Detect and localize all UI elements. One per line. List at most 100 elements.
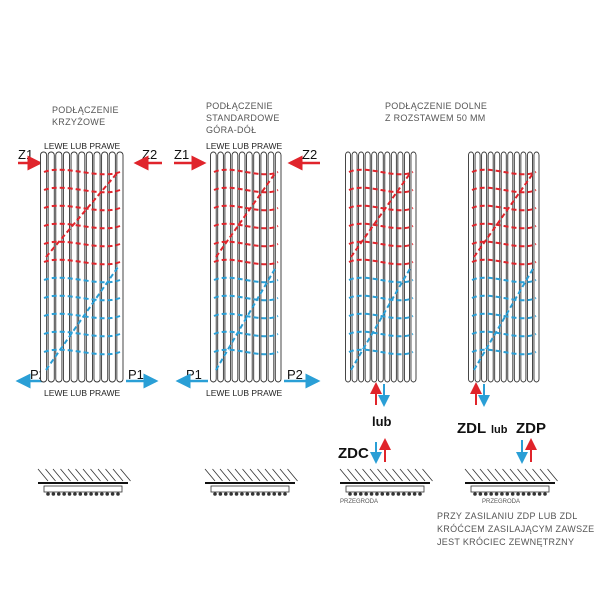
tube-section	[223, 492, 228, 496]
tube-section	[229, 492, 233, 496]
wall-hatch	[67, 468, 79, 482]
flow-path	[213, 330, 279, 338]
wall-hatch	[287, 468, 298, 482]
wall-hatch	[75, 468, 86, 482]
wall-hatch	[339, 468, 351, 482]
radiator-tube	[108, 151, 116, 383]
radiator-tube	[345, 151, 351, 383]
flow-path	[215, 266, 277, 371]
radiator-tube	[384, 151, 391, 383]
wall-hatch	[539, 468, 551, 482]
wall-hatch	[37, 468, 49, 482]
radiator-tube	[260, 151, 268, 383]
tube-section	[250, 492, 255, 496]
note-line-1: PRZY ZASILANIU ZDP LUB ZDL	[437, 511, 578, 521]
flow-path	[471, 222, 537, 230]
wall-hatch	[105, 468, 116, 482]
radiator-tube	[116, 151, 124, 383]
tube-section	[245, 492, 250, 496]
tube-section	[89, 492, 93, 496]
tube-section	[478, 492, 483, 496]
tube-section	[46, 492, 50, 496]
z2-label-1: Z2	[142, 147, 157, 162]
wall-hatch	[242, 468, 253, 482]
tube-section	[407, 492, 412, 496]
wall-hatch	[399, 468, 411, 482]
z2-label-2: Z2	[302, 147, 317, 162]
flow-path	[213, 294, 279, 302]
tube-section	[412, 492, 417, 496]
flow-path	[471, 294, 537, 302]
tube-section	[375, 492, 379, 496]
p1-label-1: P1	[128, 367, 144, 382]
tube-section	[116, 492, 120, 496]
wall-hatch	[234, 468, 246, 482]
tube-section	[483, 492, 488, 496]
tube-section	[473, 492, 477, 496]
flow-path	[471, 204, 537, 212]
title-2-line-2: STANDARDOWE	[206, 113, 280, 123]
flow-path	[348, 258, 414, 266]
wall-hatch	[212, 468, 223, 482]
wall-hatch	[407, 468, 418, 482]
radiators-and-walls	[37, 151, 558, 496]
radiator-tube	[78, 151, 86, 383]
title-1-line-2: KRZYŻOWE	[52, 117, 105, 127]
radiator-tube	[246, 151, 253, 383]
flow-path	[213, 222, 279, 230]
wall-hatch	[502, 468, 513, 482]
tube-section	[516, 492, 520, 496]
flow-path	[213, 204, 279, 212]
wall-hatch	[279, 468, 291, 482]
wall-hatch	[524, 468, 536, 482]
flow-path	[348, 276, 414, 284]
tube-section	[510, 492, 515, 496]
radiator-tube	[62, 151, 70, 383]
tube-section	[396, 492, 401, 496]
wall-hatch	[219, 468, 231, 482]
wall-hatch	[272, 468, 283, 482]
flow-path	[471, 330, 537, 338]
tube-section	[100, 492, 104, 496]
wall-hatch	[392, 468, 403, 482]
flow-path	[348, 312, 414, 320]
flow-path	[213, 348, 279, 356]
tube-section	[283, 492, 287, 496]
tube-section	[369, 492, 374, 496]
flow-path	[348, 186, 414, 194]
wall-hatch	[532, 468, 543, 482]
radiator-tube	[410, 151, 417, 383]
tube-section	[532, 492, 537, 496]
wall-hatch	[90, 468, 101, 482]
wall-hatch	[494, 468, 506, 482]
partition-label-3: PRZEGRODA	[340, 499, 378, 505]
title-2-line-1: PODŁĄCZENIE	[206, 101, 273, 111]
flow-path	[471, 276, 537, 284]
flow-path	[350, 266, 412, 371]
flow-path	[45, 171, 119, 258]
flow-path	[348, 204, 414, 212]
wall-hatch	[384, 468, 396, 482]
tube-section	[78, 492, 83, 496]
radiator-tube	[481, 151, 488, 383]
tube-section	[218, 492, 223, 496]
wall-hatch	[487, 468, 498, 482]
wall-hatch	[464, 468, 476, 482]
partition-label-4: PRZEGRODA	[482, 499, 520, 505]
radiator-tube	[397, 151, 404, 383]
flow-path	[215, 171, 277, 258]
wall-hatch	[422, 468, 433, 482]
z1-label-2: Z1	[174, 147, 189, 162]
radiator-tube	[40, 151, 48, 383]
radiator-tube	[210, 151, 217, 383]
radiator-tube	[47, 151, 55, 383]
tube-section	[385, 492, 390, 496]
radiator-tube	[364, 151, 371, 383]
radiator-tube	[474, 151, 481, 383]
tube-section	[261, 492, 266, 496]
wall-hatch	[45, 468, 56, 482]
flow-path	[348, 222, 414, 230]
radiator-tube	[533, 151, 540, 383]
tube-section	[256, 492, 260, 496]
